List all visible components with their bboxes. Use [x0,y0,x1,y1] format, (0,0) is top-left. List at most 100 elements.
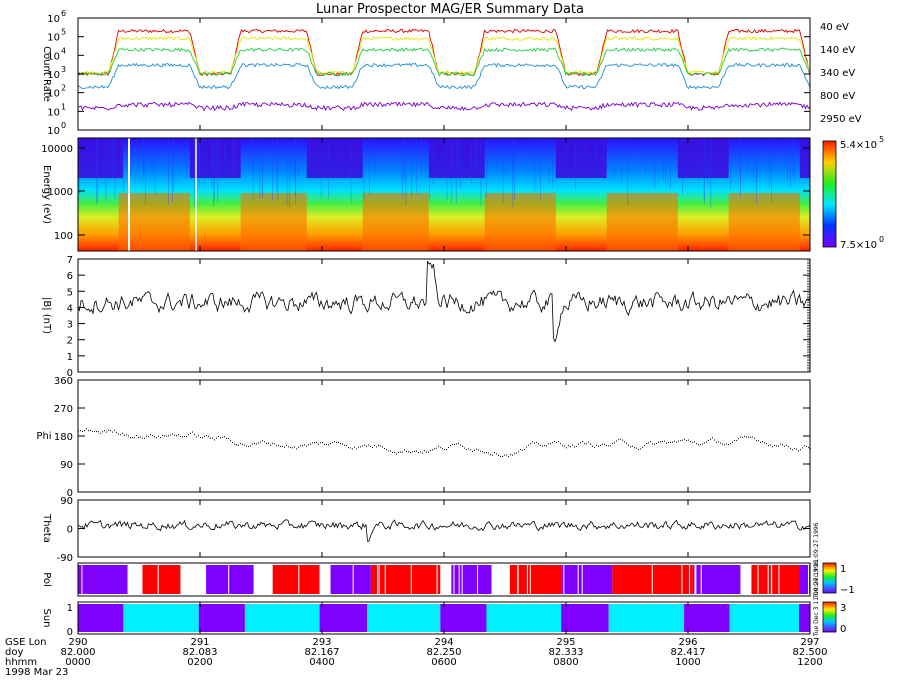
phi-point [524,448,525,450]
phi-point [402,451,403,453]
phi-point [104,430,105,432]
phi-point [340,443,341,445]
phi-point [620,438,621,440]
phi-point [454,444,455,446]
pol-cbar-tick: 1 [840,564,846,575]
legend-entry: 2950 eV [820,114,862,125]
phi-point [756,440,757,442]
energy-colorbar [822,140,837,248]
sun-cbar-tick: 3 [840,603,846,614]
phi-point [400,451,401,453]
phi-point [278,444,279,446]
phi-point [188,434,189,436]
phi-point [302,445,303,447]
phi-point [738,438,739,440]
phi-point [766,442,767,444]
phi-point [798,450,799,452]
phi-point [662,440,663,442]
phi-point [518,451,519,453]
phi-point [244,444,245,446]
phi-point [558,440,559,442]
phi-point [274,443,275,445]
phi-point [122,432,123,434]
phi-point [324,443,325,445]
phi-point [808,447,809,449]
phi-point [348,447,349,449]
phi-point [100,432,101,434]
phi-point [320,442,321,444]
phi-point [212,437,213,439]
phi-point [560,443,561,445]
y-tick-label: 10 [47,107,60,118]
phi-point [422,452,423,454]
phi-point [376,446,377,448]
phi-point [230,440,231,442]
phi-point [782,444,783,446]
y-tick-label: 5 [67,287,73,298]
phi-point [296,448,297,450]
phi-point [388,450,389,452]
phi-point [724,444,725,446]
chart-title: Lunar Prospector MAG/ER Summary Data [316,2,584,17]
phi-point [638,449,639,451]
phi-point [806,446,807,448]
phi-point [642,446,643,448]
colorbar-min-label: 7.5×10 [840,240,877,251]
phi-point [294,446,295,448]
phi-point [460,444,461,446]
phi-point [408,451,409,453]
x-row-label: 1998 Mar 23 [5,667,68,678]
phi-point [732,441,733,443]
phi-point [96,430,97,432]
theta-ylabel: Theta [41,513,52,543]
pol-segment [440,565,452,594]
y-tick-exp: 0 [61,121,66,130]
phi-point [430,449,431,451]
sun-cbar-tick: 0 [840,624,846,635]
x-tick-doy: 82.417 [671,647,706,658]
phi-point [754,437,755,439]
phi-point [476,448,477,450]
phi-point [290,446,291,448]
phi-point [338,441,339,443]
phi-point [626,442,627,444]
pol-segment [180,565,207,594]
phi-point [772,446,773,448]
phi-point [484,452,485,454]
y-tick-exp: 3 [61,65,66,74]
phi-point [158,435,159,437]
x-tick-hhmm: 0200 [187,657,212,668]
phi-point [656,442,657,444]
phi-point [458,442,459,444]
phi-point [714,439,715,441]
y-tick-label: 0 [67,525,73,536]
sun-segment [198,604,245,632]
y-tick-label: 360 [54,376,73,387]
phi-point [468,448,469,450]
phi-point [622,439,623,441]
phi-point [696,443,697,445]
phi-point [674,440,675,442]
phi-point [204,435,205,437]
phi-point [492,454,493,456]
phi-point [202,437,203,439]
phi-point [258,442,259,444]
phi-point [272,442,273,444]
phi-point [150,433,151,435]
phi-point [788,446,789,448]
phi-point [154,436,155,438]
phi-point [578,443,579,445]
phi-point [694,441,695,443]
phi-point [516,452,517,454]
y-tick-label: 0 [67,627,73,638]
phi-point [194,434,195,436]
sun-segment [799,604,810,632]
phi-point [750,436,751,438]
phi-point [264,441,265,443]
x-row-label: hhmm [5,657,37,668]
phi-point [394,451,395,453]
phi-point [326,443,327,445]
sun-segment [440,604,487,632]
phi-point [680,440,681,442]
phi-point [804,445,805,447]
